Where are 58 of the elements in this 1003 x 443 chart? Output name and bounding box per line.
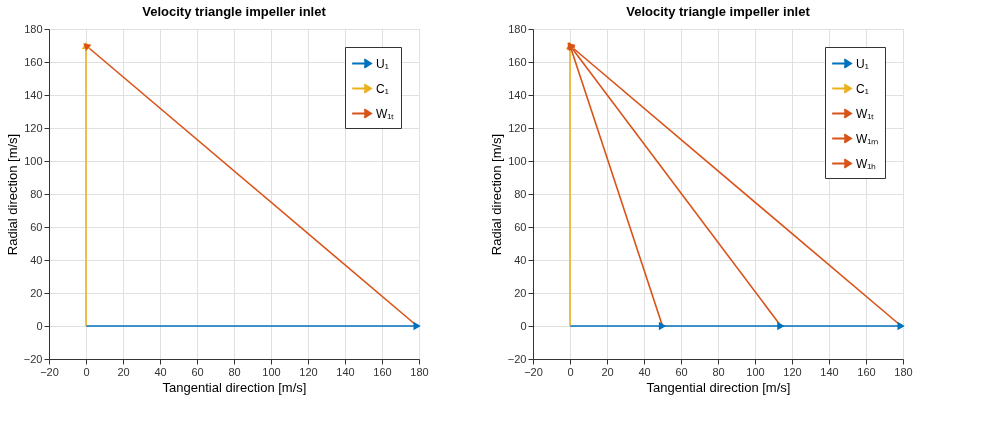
- y-tick-label: 60: [30, 220, 43, 233]
- y-tick-label: 100: [24, 154, 43, 167]
- y-tick-label: 40: [514, 253, 527, 266]
- x-tick-label: 100: [262, 365, 281, 378]
- y-tick-label: 80: [514, 187, 527, 200]
- legend-label: W₁ₘ: [856, 131, 879, 146]
- y-tick-label: 120: [24, 121, 43, 134]
- y-tick-label: 100: [508, 154, 527, 167]
- y-tick-label: 180: [24, 22, 43, 35]
- x-tick-label: −20: [40, 365, 59, 378]
- y-tick-label: 0: [520, 319, 527, 332]
- legend-label: C₁: [856, 81, 869, 96]
- x-tick-label: 80: [712, 365, 725, 378]
- x-tick-label: 0: [567, 365, 574, 378]
- legend-label: U₁: [856, 56, 869, 71]
- x-tick-label: 180: [894, 365, 913, 378]
- y-tick-label: 60: [514, 220, 527, 233]
- y-axis-title: Radial direction [m/s]: [488, 133, 504, 256]
- x-tick-label: 180: [410, 365, 429, 378]
- x-tick-label: 0: [83, 365, 90, 378]
- x-tick-label: 20: [117, 365, 130, 378]
- y-tick-label: 140: [24, 88, 43, 101]
- y-tick-label: 160: [24, 55, 43, 68]
- x-tick-label: 40: [638, 365, 651, 378]
- x-axis-title: Tangential direction [m/s]: [646, 379, 791, 395]
- y-tick-label: 140: [508, 88, 527, 101]
- x-tick-label: 40: [154, 365, 167, 378]
- x-tick-label: 100: [746, 365, 765, 378]
- x-tick-label: 60: [191, 365, 204, 378]
- x-tick-label: 80: [228, 365, 241, 378]
- x-tick-label: 20: [601, 365, 614, 378]
- y-tick-label: −20: [23, 352, 43, 365]
- legend-label: W₁ₕ: [856, 156, 877, 171]
- x-tick-label: 160: [857, 365, 876, 378]
- x-tick-label: 120: [783, 365, 802, 378]
- x-axis-title: Tangential direction [m/s]: [162, 379, 307, 395]
- y-tick-label: −20: [507, 352, 527, 365]
- y-tick-label: 20: [514, 286, 527, 299]
- legend-label: C₁: [376, 81, 389, 96]
- chart-title: Velocity triangle impeller inlet: [142, 4, 327, 19]
- legend-label: U₁: [376, 56, 389, 71]
- legend-label: W₁ₜ: [856, 106, 875, 121]
- legend-label: W₁ₜ: [376, 106, 395, 121]
- x-tick-label: 140: [820, 365, 839, 378]
- x-tick-label: 140: [336, 365, 355, 378]
- y-tick-label: 160: [508, 55, 527, 68]
- y-tick-label: 120: [508, 121, 527, 134]
- y-tick-label: 0: [36, 319, 43, 332]
- x-tick-label: 60: [675, 365, 688, 378]
- x-tick-label: 120: [299, 365, 318, 378]
- x-tick-label: −20: [524, 365, 543, 378]
- x-tick-label: 160: [373, 365, 392, 378]
- y-tick-label: 20: [30, 286, 43, 299]
- y-axis-title: Radial direction [m/s]: [4, 133, 20, 256]
- chart-title: Velocity triangle impeller inlet: [626, 4, 811, 19]
- y-tick-label: 40: [30, 253, 43, 266]
- y-tick-label: 80: [30, 187, 43, 200]
- y-tick-label: 180: [508, 22, 527, 35]
